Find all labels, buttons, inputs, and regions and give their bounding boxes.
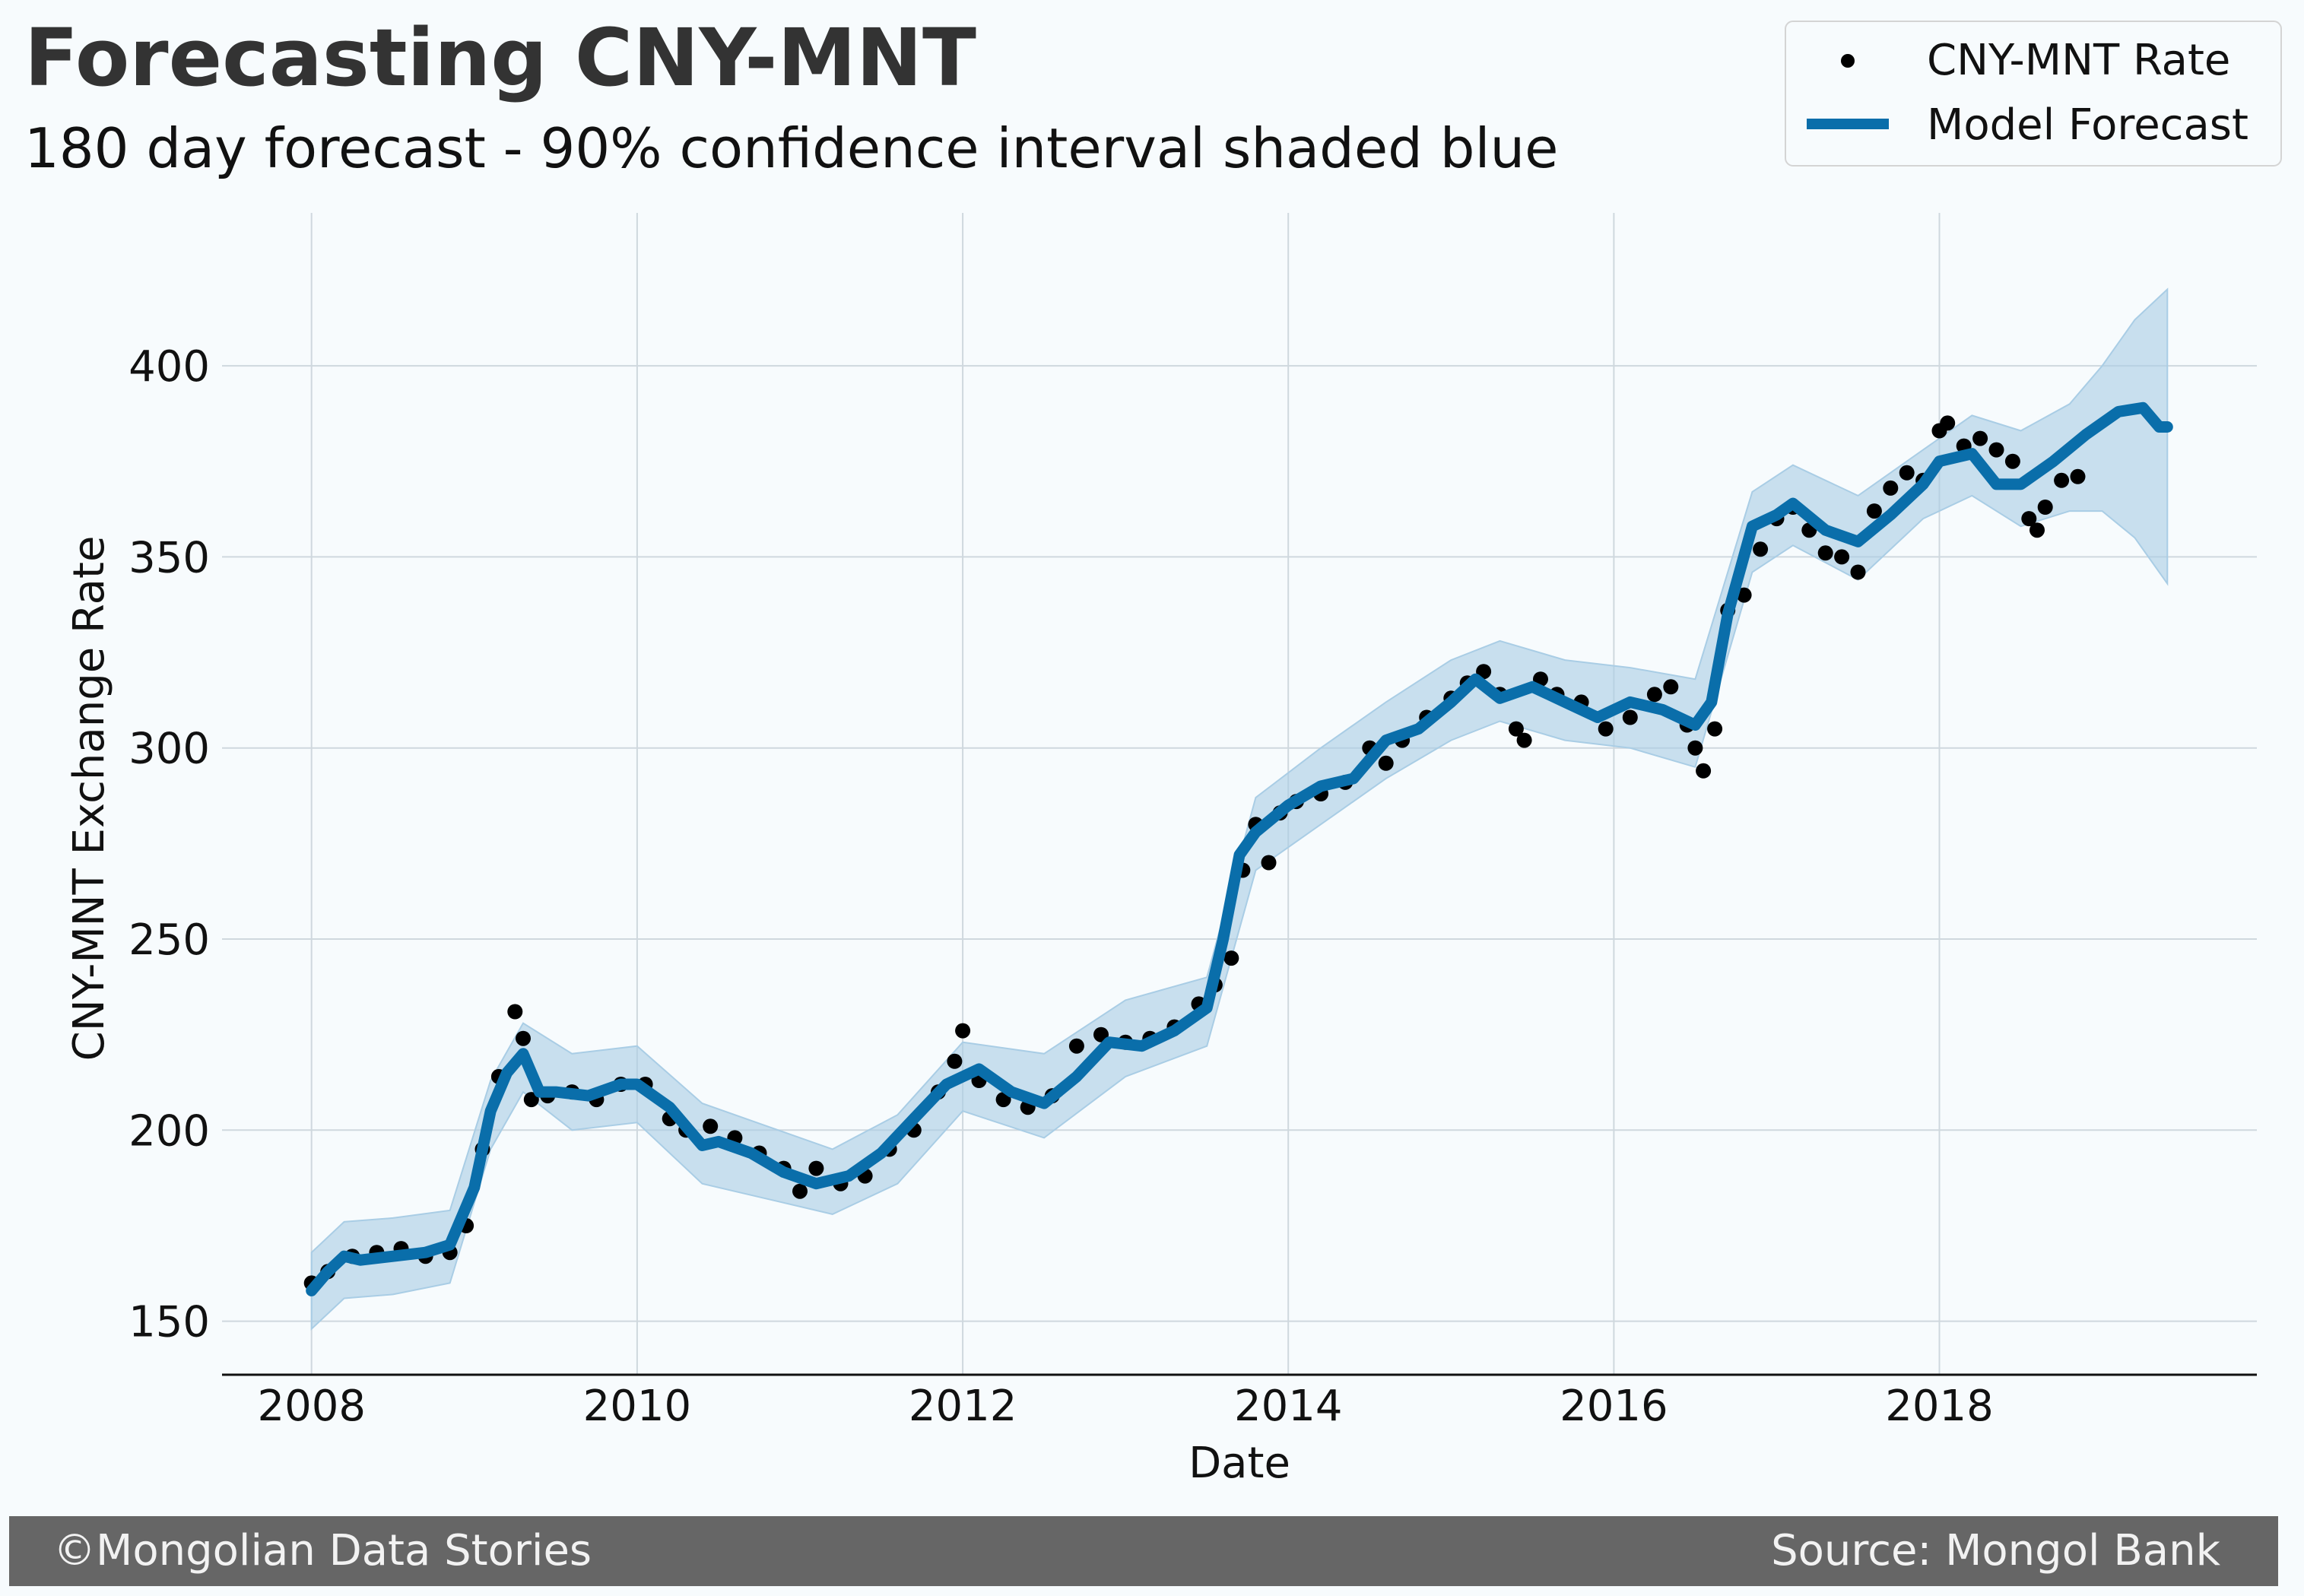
rate-point [1646, 687, 1662, 703]
rate-point [1817, 545, 1833, 561]
confidence-band [310, 287, 2169, 1331]
forecast-series-line [306, 401, 2173, 1296]
x-tick-2016: 2016 [1560, 1382, 1668, 1431]
rate-point [1707, 721, 1723, 737]
x-axis-label: Date [1188, 1439, 1290, 1488]
x-tick-2018: 2018 [1885, 1382, 1994, 1431]
rate-point [2029, 522, 2045, 538]
rate-point [2054, 472, 2070, 488]
rate-point [2021, 511, 2037, 527]
footer-source: Source: Mongol Bank [1771, 1526, 2220, 1575]
rate-point [1093, 1026, 1109, 1042]
grid [222, 213, 2257, 1375]
x-tick-2010: 2010 [583, 1382, 692, 1431]
rate-point [2037, 500, 2053, 515]
rate-point [1622, 709, 1638, 725]
rate-point [1508, 721, 1524, 737]
rate-point [1850, 564, 1866, 580]
rate-point [947, 1053, 963, 1069]
rate-point [523, 1092, 539, 1108]
rate-point [1261, 855, 1277, 871]
y-axis-label: CNY-MNT Exchange Rate [65, 536, 114, 1061]
x-tick-2008: 2008 [257, 1382, 366, 1431]
rate-point [1696, 763, 1712, 779]
legend: CNY-MNT Rate Model Forecast [1785, 21, 2282, 167]
rate-point [2070, 468, 2086, 484]
rate-point [1378, 755, 1394, 771]
x-tick-2014: 2014 [1234, 1382, 1343, 1431]
chart-subtitle: 180 day forecast - 90% confidence interv… [24, 116, 1558, 180]
y-tick-200: 200 [129, 1106, 210, 1156]
rate-point [1988, 442, 2004, 458]
legend-box [1785, 21, 2282, 167]
legend-label-forecast: Model Forecast [1927, 100, 2248, 150]
rate-point [808, 1160, 824, 1176]
forecast-line [306, 401, 2173, 1296]
chart-title: Forecasting CNY-MNT [24, 11, 976, 104]
rate-point [1834, 549, 1850, 565]
x-tick-2012: 2012 [909, 1382, 1017, 1431]
y-tick-400: 400 [129, 342, 210, 392]
y-tick-150: 150 [129, 1298, 210, 1347]
rate-point [1598, 721, 1614, 737]
rate-point [792, 1183, 808, 1199]
rate-point [1972, 430, 1988, 446]
y-tick-300: 300 [129, 725, 210, 774]
rate-point [1663, 679, 1679, 695]
y-tick-250: 250 [129, 915, 210, 965]
legend-label-actual: CNY-MNT Rate [1927, 36, 2230, 85]
rate-point [507, 1004, 523, 1020]
rate-point [1940, 415, 1956, 431]
rate-point [1736, 587, 1752, 603]
y-tick-labels: 150 200 250 300 350 400 [129, 342, 210, 1347]
confidence-band-area [310, 287, 2169, 1331]
legend-dot-marker [1841, 54, 1855, 68]
rate-point [516, 1030, 531, 1046]
footer-bar [9, 1516, 2278, 1586]
rate-point [1516, 732, 1532, 748]
rate-point [1223, 950, 1239, 966]
rate-point [1883, 480, 1899, 496]
rate-point [1687, 740, 1703, 756]
rate-point [955, 1023, 971, 1039]
rate-point [2004, 453, 2020, 469]
rate-point [1899, 465, 1915, 481]
y-tick-350: 350 [129, 533, 210, 582]
rate-point [1753, 541, 1769, 557]
footer-credit: ©Mongolian Data Stories [53, 1526, 592, 1575]
rate-point [703, 1118, 719, 1134]
rate-point [1866, 503, 1882, 519]
x-tick-labels: 2008 2010 2012 2014 2016 2018 [257, 1382, 1993, 1431]
rate-point [1068, 1038, 1084, 1054]
